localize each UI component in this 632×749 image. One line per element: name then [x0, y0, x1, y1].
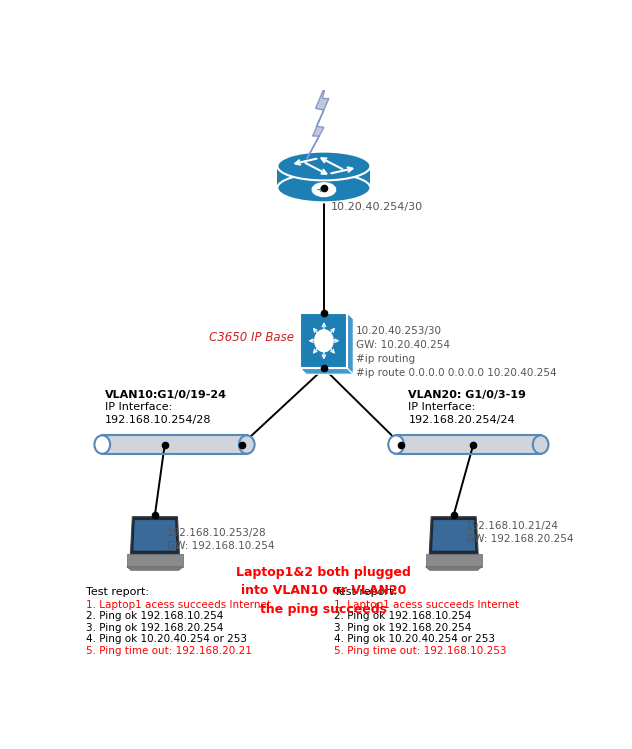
Ellipse shape: [239, 435, 255, 454]
Text: 3. Ping ok 192.168.20.254: 3. Ping ok 192.168.20.254: [87, 622, 224, 633]
Polygon shape: [432, 520, 475, 551]
Text: 2. Ping ok 192.168.10.254: 2. Ping ok 192.168.10.254: [87, 611, 224, 621]
Polygon shape: [348, 313, 353, 374]
Bar: [277, 166, 370, 188]
Ellipse shape: [388, 435, 404, 454]
Ellipse shape: [533, 435, 549, 454]
Text: 4. Ping ok 10.20.40.254 or 253: 4. Ping ok 10.20.40.254 or 253: [87, 634, 247, 644]
Text: 2. Ping ok 192.168.10.254: 2. Ping ok 192.168.10.254: [334, 611, 471, 621]
Text: VLAN10:G1/0/19-24: VLAN10:G1/0/19-24: [105, 389, 227, 399]
Circle shape: [314, 329, 334, 352]
Text: 1. Laptop1 acess succeeds Internet: 1. Laptop1 acess succeeds Internet: [87, 600, 271, 610]
Ellipse shape: [311, 182, 337, 198]
Text: 192.168.10.253/28
GW: 192.168.10.254: 192.168.10.253/28 GW: 192.168.10.254: [167, 528, 275, 551]
Polygon shape: [300, 369, 353, 374]
Text: 1. Laptop1 acess succeeds Internet: 1. Laptop1 acess succeeds Internet: [334, 600, 519, 610]
Ellipse shape: [277, 174, 370, 202]
Text: Test report:: Test report:: [334, 587, 397, 597]
Bar: [300, 313, 348, 369]
Bar: [102, 435, 246, 454]
Bar: [425, 554, 482, 567]
Text: Test report:: Test report:: [87, 587, 149, 597]
Text: C3650 IP Base: C3650 IP Base: [209, 331, 293, 345]
Text: Laptop1&2 both plugged
into VLAN10 or VLAN20
the ping succeeds: Laptop1&2 both plugged into VLAN10 or VL…: [236, 565, 411, 616]
Polygon shape: [133, 520, 176, 551]
Polygon shape: [130, 517, 179, 554]
Polygon shape: [307, 83, 329, 159]
Text: 10.20.40.254/30: 10.20.40.254/30: [331, 202, 423, 213]
Text: 4. Ping ok 10.20.40.254 or 253: 4. Ping ok 10.20.40.254 or 253: [334, 634, 495, 644]
Text: IP Interface:
192.168.10.254/28: IP Interface: 192.168.10.254/28: [105, 402, 211, 425]
Text: VLAN20: G1/0/3-19: VLAN20: G1/0/3-19: [408, 389, 526, 399]
Bar: [396, 435, 540, 454]
Polygon shape: [429, 517, 478, 554]
Ellipse shape: [94, 435, 110, 454]
Polygon shape: [127, 567, 183, 570]
Bar: [127, 554, 183, 567]
Text: 5. Ping time out: 192.168.10.253: 5. Ping time out: 192.168.10.253: [334, 646, 506, 656]
Polygon shape: [425, 567, 482, 570]
Text: 3. Ping ok 192.168.20.254: 3. Ping ok 192.168.20.254: [334, 622, 471, 633]
Text: IP Interface:
192.168.20.254/24: IP Interface: 192.168.20.254/24: [408, 402, 515, 425]
Text: 192.168.10.21/24
GW: 192.168.20.254: 192.168.10.21/24 GW: 192.168.20.254: [466, 521, 573, 544]
Text: 5. Ping time out: 192.168.20.21: 5. Ping time out: 192.168.20.21: [87, 646, 252, 656]
Ellipse shape: [277, 151, 370, 181]
Text: 10.20.40.253/30
GW: 10.20.40.254
#ip routing
#ip route 0.0.0.0 0.0.0.0 10.20.40.: 10.20.40.253/30 GW: 10.20.40.254 #ip rou…: [356, 327, 556, 378]
